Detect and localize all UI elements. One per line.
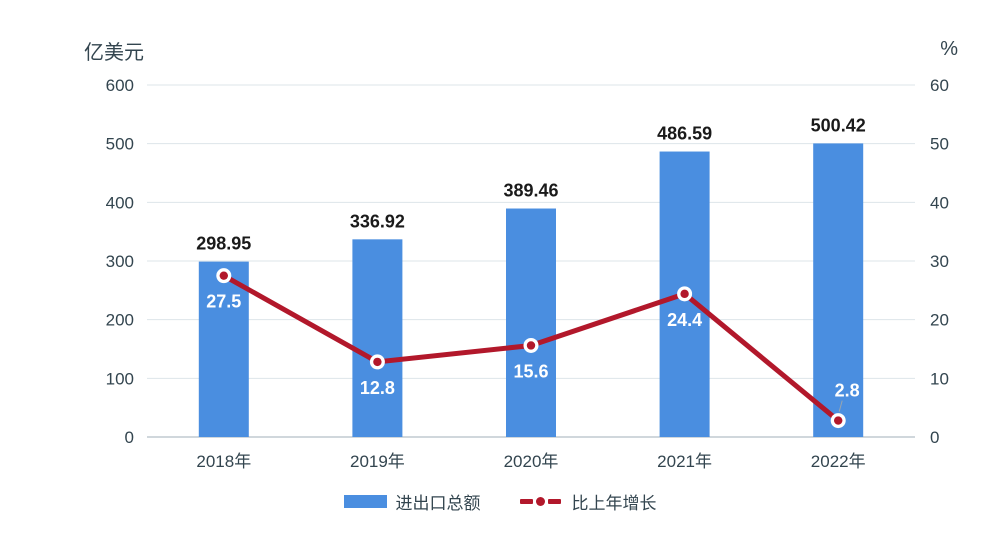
right-axis-tick-label: 60 xyxy=(930,76,949,95)
label-leader-line xyxy=(838,400,843,412)
line-marker xyxy=(526,341,536,350)
line-series-swatch xyxy=(519,497,563,506)
line-marker xyxy=(834,416,843,425)
right-axis-tick-label: 0 xyxy=(930,428,939,447)
bar-value-label: 500.42 xyxy=(811,115,866,135)
right-axis-title: % xyxy=(940,38,958,60)
bar-2018年 xyxy=(198,261,249,437)
legend-line-dot-icon xyxy=(536,497,545,506)
line-value-label: 24.4 xyxy=(667,310,702,330)
x-axis-category-label: 2021年 xyxy=(657,452,712,471)
line-value-label: 27.5 xyxy=(206,292,241,312)
left-axis-tick-label: 100 xyxy=(106,369,134,388)
bar-value-label: 336.92 xyxy=(350,211,405,231)
chart-legend: 进出口总额 比上年增长 xyxy=(0,489,1000,514)
x-axis-category-label: 2018年 xyxy=(196,452,251,471)
right-axis-tick-label: 40 xyxy=(930,193,949,212)
legend-label-line-series: 比上年增长 xyxy=(571,494,657,513)
legend-label-bar-series: 进出口总额 xyxy=(395,494,481,513)
right-axis-tick-label: 20 xyxy=(930,311,949,330)
legend-item-bar-series: 进出口总额 xyxy=(343,489,481,514)
legend-line-dash-icon xyxy=(520,499,533,504)
x-axis-category-label: 2022年 xyxy=(811,452,866,471)
x-axis-category-label: 2020年 xyxy=(504,452,559,471)
left-axis-tick-label: 600 xyxy=(106,76,134,95)
bar-2022年 xyxy=(813,143,864,437)
line-marker xyxy=(373,357,382,367)
right-axis-tick-label: 10 xyxy=(930,369,949,388)
bar-value-label: 298.95 xyxy=(196,234,251,254)
line-marker xyxy=(219,271,228,280)
left-axis-tick-label: 0 xyxy=(125,428,134,447)
bar-value-label: 486.59 xyxy=(657,124,712,144)
line-marker xyxy=(680,289,689,299)
left-axis-tick-label: 400 xyxy=(106,193,134,212)
bar-2019年 xyxy=(352,239,403,437)
line-value-label: 15.6 xyxy=(513,361,548,381)
left-axis-title: 亿美元 xyxy=(84,42,144,64)
bar-2020年 xyxy=(506,208,556,437)
bar-value-label: 389.46 xyxy=(503,181,558,201)
right-axis-tick-label: 50 xyxy=(930,135,949,154)
x-axis-category-label: 2019年 xyxy=(350,452,405,471)
legend-line-dash-icon xyxy=(548,499,561,504)
line-value-label: 2.8 xyxy=(835,381,860,401)
line-value-label: 12.8 xyxy=(360,378,395,398)
legend-item-line-series: 比上年增长 xyxy=(519,489,657,514)
right-axis-tick-label: 30 xyxy=(930,252,949,271)
bar-series-swatch xyxy=(343,495,387,508)
left-axis-tick-label: 200 xyxy=(106,311,134,330)
left-axis-tick-label: 300 xyxy=(106,252,134,271)
left-axis-tick-label: 500 xyxy=(106,135,134,154)
